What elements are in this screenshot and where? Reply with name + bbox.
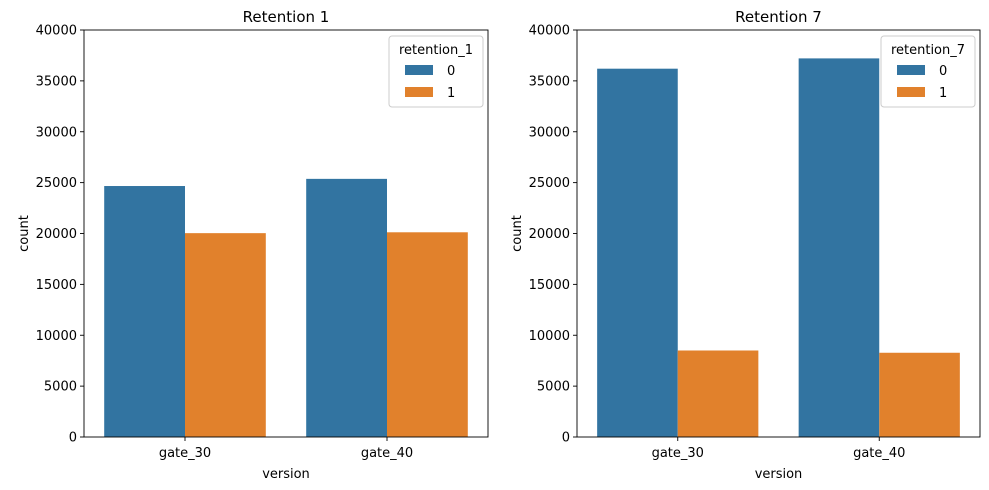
legend-title: retention_1 <box>399 43 473 58</box>
legend-swatch-0 <box>405 65 433 75</box>
y-tick-label: 10000 <box>529 329 570 344</box>
y-tick-label: 35000 <box>529 74 570 89</box>
bar-gate_30-series-1 <box>185 233 266 437</box>
legend-label: 0 <box>447 64 455 79</box>
y-tick-label: 40000 <box>529 24 570 39</box>
y-tick-label: 0 <box>562 431 570 446</box>
x-axis-label: version <box>262 467 310 482</box>
bar-gate_30-series-1 <box>677 350 759 437</box>
chart-title: Retention 1 <box>243 8 330 26</box>
y-tick-label: 5000 <box>44 380 77 395</box>
y-tick-label: 25000 <box>36 176 77 191</box>
chart-panel-1: 0 5000 10000 15000 20000 25000 30000 35000 40000… <box>17 8 489 482</box>
legend-swatch-0 <box>897 65 925 75</box>
x-tick-label: gate_30 <box>652 446 704 461</box>
legend-swatch-1 <box>405 87 433 97</box>
legend: retention_7 0 1 <box>880 35 976 108</box>
legend-swatch-1 <box>897 87 925 97</box>
legend: retention_1 0 1 <box>388 35 484 108</box>
y-tick-label: 35000 <box>36 74 77 89</box>
legend-label: 1 <box>939 86 947 101</box>
y-tick-label: 5000 <box>537 380 570 395</box>
bar-gate_30-series-0 <box>597 68 678 437</box>
y-tick-label: 0 <box>69 431 77 446</box>
y-tick-label: 20000 <box>36 227 77 242</box>
legend-title: retention_7 <box>891 43 965 58</box>
bar-gate_40-series-0 <box>306 178 387 438</box>
y-tick-label: 15000 <box>36 278 77 293</box>
y-tick-label: 10000 <box>36 329 77 344</box>
y-tick-label: 15000 <box>529 278 570 293</box>
bar-gate_40-series-1 <box>879 352 960 437</box>
y-axis-label: count <box>510 215 525 252</box>
y-tick-label: 30000 <box>36 125 77 140</box>
chart-title: Retention 7 <box>735 8 822 26</box>
legend-label: 1 <box>447 86 455 101</box>
y-tick-label: 20000 <box>529 227 570 242</box>
chart-panel-2: 0 5000 10000 15000 20000 25000 30000 35000 40000… <box>510 8 981 482</box>
x-tick-label: gate_40 <box>361 446 413 461</box>
legend-label: 0 <box>939 64 947 79</box>
bar-gate_30-series-0 <box>104 186 185 437</box>
y-tick-label: 40000 <box>36 24 77 39</box>
y-tick-label: 30000 <box>529 125 570 140</box>
bar-gate_40-series-1 <box>387 232 468 437</box>
x-tick-label: gate_30 <box>159 446 211 461</box>
bar-gate_40-series-0 <box>798 58 880 437</box>
y-axis-label: count <box>17 215 32 252</box>
x-tick-label: gate_40 <box>853 446 905 461</box>
x-axis-label: version <box>755 467 803 482</box>
y-tick-label: 25000 <box>529 176 570 191</box>
